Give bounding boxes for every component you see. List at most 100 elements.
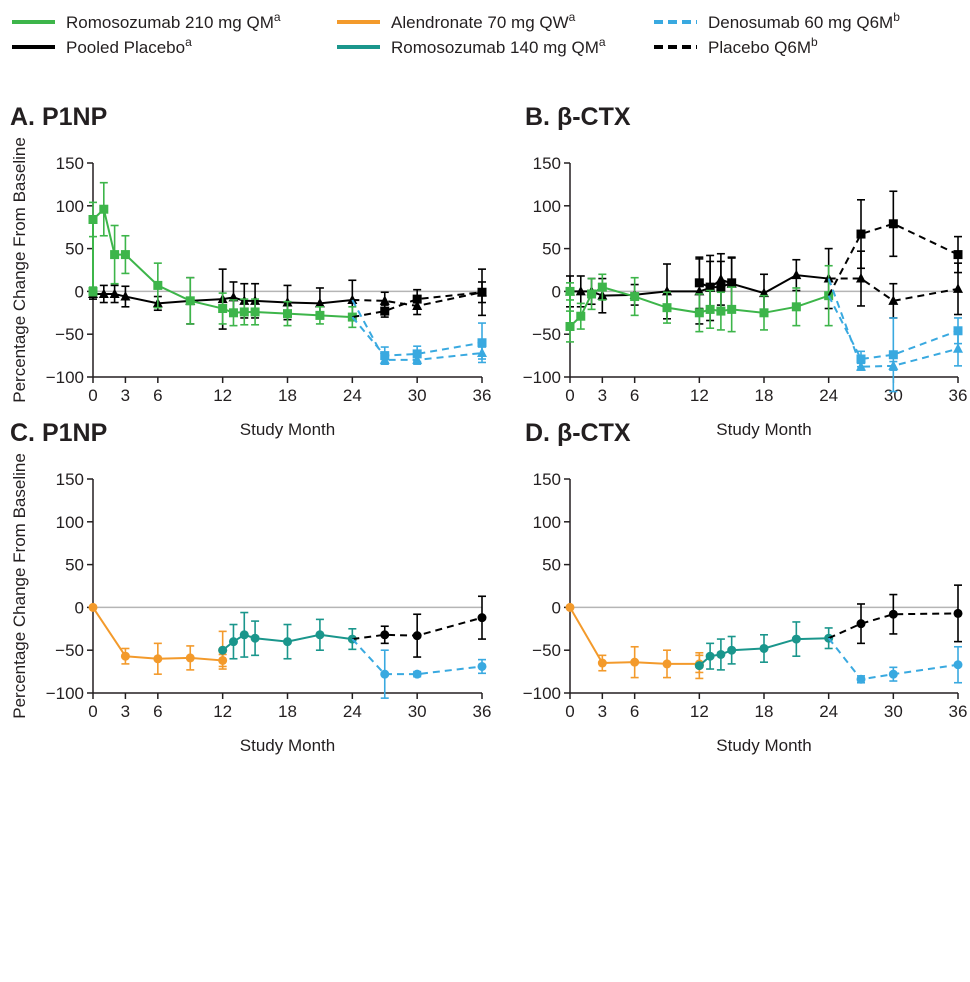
- data-point: [575, 285, 586, 296]
- data-point: [597, 658, 607, 668]
- data-point: [888, 219, 898, 229]
- x-tick-label: 36: [949, 386, 968, 405]
- data-point: [953, 660, 963, 670]
- data-point: [250, 307, 260, 317]
- series: [351, 638, 487, 699]
- series: [352, 595, 487, 658]
- panel-title: D. β-CTX: [525, 419, 631, 447]
- y-tick-label: 50: [65, 240, 84, 259]
- data-point: [565, 321, 575, 331]
- series-line: [352, 291, 483, 307]
- data-point: [314, 297, 325, 308]
- x-tick-label: 6: [153, 386, 162, 405]
- series: [351, 316, 487, 365]
- x-tick-label: 3: [121, 386, 130, 405]
- data-point: [98, 288, 109, 298]
- data-point: [228, 637, 238, 647]
- x-tick-label: 36: [473, 702, 492, 721]
- legend: Romosozumab 210 mg QMa Alendronate 70 mg…: [12, 10, 900, 57]
- x-tick-label: 30: [884, 702, 903, 721]
- data-point: [888, 350, 898, 360]
- data-point: [315, 630, 325, 640]
- data-point: [120, 250, 130, 260]
- data-point: [888, 669, 898, 679]
- y-tick-label: −50: [532, 325, 561, 344]
- data-point: [412, 294, 422, 304]
- data-point: [120, 651, 130, 661]
- y-tick-label: −50: [55, 325, 84, 344]
- x-axis-label: Study Month: [716, 420, 811, 439]
- data-point: [565, 286, 575, 296]
- legend-label: Denosumab 60 mg Q6M: [708, 13, 893, 32]
- y-tick-label: −100: [46, 684, 84, 703]
- svg-text:Placebo Q6Mb: Placebo Q6Mb: [708, 35, 818, 57]
- legend-superscript: a: [599, 35, 606, 49]
- data-point: [630, 657, 640, 667]
- y-axis-label: Percentage Change From Baseline: [10, 453, 29, 719]
- y-tick-label: 150: [56, 470, 84, 489]
- x-tick-label: 12: [213, 702, 232, 721]
- series: [827, 295, 963, 393]
- data-point: [185, 296, 195, 306]
- series-line: [827, 637, 959, 681]
- x-tick-label: 30: [408, 702, 427, 721]
- data-point: [856, 229, 866, 239]
- legend-superscript: b: [893, 10, 900, 24]
- x-tick-label: 12: [213, 386, 232, 405]
- series: [828, 250, 963, 319]
- x-tick-label: 6: [153, 702, 162, 721]
- legend-superscript: b: [811, 35, 818, 49]
- legend-item: Pooled Placeboa: [12, 35, 192, 57]
- data-point: [759, 308, 769, 318]
- data-point: [791, 634, 801, 644]
- x-tick-label: 3: [121, 702, 130, 721]
- legend-label: Alendronate 70 mg QW: [391, 13, 569, 32]
- x-tick-label: 0: [88, 702, 97, 721]
- data-point: [412, 349, 422, 359]
- legend-superscript: a: [569, 10, 576, 24]
- data-point: [597, 282, 607, 292]
- y-tick-label: 100: [56, 197, 84, 216]
- x-tick-label: 30: [884, 386, 903, 405]
- data-point: [153, 654, 163, 664]
- svg-text:Romosozumab 140 mg QMa: Romosozumab 140 mg QMa: [391, 35, 606, 57]
- y-tick-label: 50: [542, 240, 561, 259]
- svg-text:Pooled Placeboa: Pooled Placeboa: [66, 35, 192, 57]
- data-point: [705, 651, 715, 661]
- x-tick-label: 18: [755, 702, 774, 721]
- data-point: [88, 214, 98, 224]
- data-point: [120, 291, 131, 301]
- x-tick-label: 6: [630, 386, 639, 405]
- series-line: [351, 299, 483, 361]
- x-tick-label: 3: [598, 702, 607, 721]
- x-tick-label: 24: [819, 386, 838, 405]
- series-line: [92, 207, 353, 319]
- data-point: [662, 303, 672, 313]
- data-point: [759, 643, 769, 653]
- x-tick-label: 6: [630, 702, 639, 721]
- legend-item: Alendronate 70 mg QWa: [337, 10, 576, 32]
- legend-label: Placebo Q6M: [708, 38, 811, 57]
- data-point: [888, 295, 899, 305]
- y-tick-label: −50: [532, 641, 561, 660]
- series: [565, 602, 704, 680]
- data-point: [856, 273, 866, 283]
- y-tick-label: 100: [533, 513, 561, 532]
- y-tick-label: 50: [542, 556, 561, 575]
- data-point: [153, 280, 163, 290]
- series: [218, 611, 357, 660]
- x-tick-label: 18: [278, 702, 297, 721]
- series: [828, 584, 963, 645]
- x-tick-label: 0: [565, 702, 574, 721]
- series-line: [827, 222, 959, 297]
- x-axis-label: Study Month: [240, 420, 335, 439]
- data-point: [477, 661, 487, 671]
- data-point: [412, 669, 422, 679]
- data-point: [953, 608, 963, 618]
